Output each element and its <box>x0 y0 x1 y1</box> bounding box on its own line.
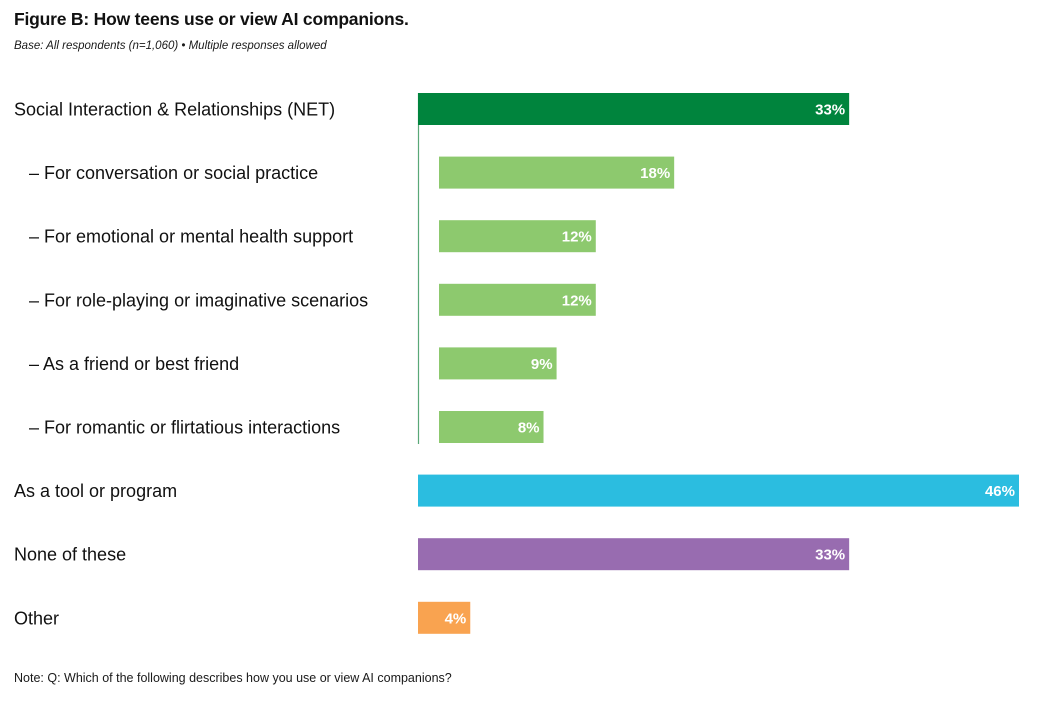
chart-title: Figure B: How teens use or view AI compa… <box>14 9 409 29</box>
value-label-row-3: 12% <box>562 229 592 246</box>
bar-row-4 <box>439 283 596 316</box>
value-label-row-5: 9% <box>531 356 553 373</box>
category-label-row-8: None of these <box>14 545 126 565</box>
bar-row-5 <box>439 347 557 380</box>
category-label-row-7: As a tool or program <box>14 481 177 501</box>
value-label-row-7: 46% <box>985 483 1015 500</box>
bar-row-1 <box>418 93 850 125</box>
category-label-row-1: Social Interaction & Relationships (NET) <box>14 100 335 120</box>
value-label-row-9: 4% <box>445 610 467 627</box>
bar-row-6 <box>439 411 544 443</box>
category-label-row-4: – For role-playing or imaginative scenar… <box>29 290 368 310</box>
value-label-row-2: 18% <box>640 165 670 182</box>
bar-row-9 <box>418 601 471 634</box>
value-label-row-4: 12% <box>562 292 592 309</box>
category-label-row-2: – For conversation or social practice <box>29 163 318 183</box>
bar-row-8 <box>418 538 850 571</box>
category-label-row-5: – As a friend or best friend <box>29 354 239 374</box>
value-label-row-8: 33% <box>815 547 845 564</box>
footnote: Note: Q: Which of the following describe… <box>14 671 452 685</box>
category-label-row-9: Other <box>14 608 59 628</box>
bar-row-2 <box>439 156 675 189</box>
bar-row-3 <box>439 220 596 253</box>
bar-row-7 <box>418 474 1019 507</box>
value-label-row-1: 33% <box>815 102 845 119</box>
category-label-row-3: – For emotional or mental health support <box>29 227 353 247</box>
chart-subtitle: Base: All respondents (n=1,060) • Multip… <box>14 40 327 52</box>
value-label-row-6: 8% <box>518 420 540 437</box>
category-label-row-6: – For romantic or flirtatious interactio… <box>29 418 340 438</box>
